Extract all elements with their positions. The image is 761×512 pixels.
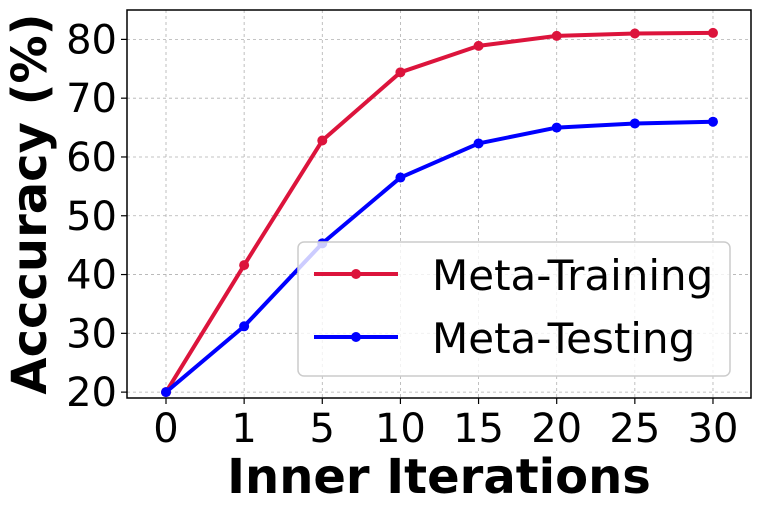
data-point-meta-testing (707, 116, 718, 127)
y-tick-label: 30 (66, 311, 117, 357)
series-line-meta-training (164, 30, 715, 395)
data-point-meta-training (317, 135, 328, 146)
y-tick-label: 80 (66, 17, 117, 63)
data-point-meta-testing (395, 172, 406, 183)
x-tick-label: 1 (231, 406, 256, 452)
legend-label-meta-training: Meta-Training (432, 251, 713, 300)
data-point-meta-testing (551, 122, 562, 133)
y-tick-label: 40 (66, 253, 117, 299)
y-axis-title: Acccuracy (%) (2, 13, 58, 394)
x-axis-title: Inner Iterations (227, 449, 651, 505)
x-tick-label: 10 (375, 406, 426, 452)
data-point-meta-testing (239, 321, 250, 332)
legend-marker-meta-training (351, 269, 361, 279)
data-point-meta-training (395, 67, 406, 78)
legend-box (297, 241, 731, 377)
data-point-meta-training (551, 30, 562, 41)
data-point-meta-testing (161, 387, 171, 398)
data-point-meta-training (239, 260, 250, 271)
x-tick-label: 20 (531, 406, 582, 452)
data-point-meta-training (707, 27, 718, 38)
data-point-meta-training (473, 40, 484, 51)
y-tick-label: 70 (66, 76, 117, 122)
series-line-meta-testing (164, 119, 715, 395)
legend: Meta-Training Meta-Testing (297, 241, 731, 377)
x-axis-ticks: 0 1 5 10 15 20 25 30 (153, 398, 738, 452)
x-tick-label: 25 (609, 406, 660, 452)
legend-label-meta-testing: Meta-Testing (432, 314, 695, 363)
x-tick-label: 15 (453, 406, 504, 452)
series-group (161, 27, 718, 398)
x-tick-label: 0 (153, 406, 178, 452)
legend-marker-meta-testing (351, 332, 361, 342)
data-point-meta-training (629, 28, 640, 39)
plot-area-frame (126, 9, 752, 399)
y-tick-label: 60 (66, 135, 117, 181)
y-tick-label: 20 (66, 370, 117, 416)
y-axis-ticks: 20 30 40 50 60 70 80 (66, 17, 127, 416)
y-tick-label: 50 (66, 194, 117, 240)
data-point-meta-testing (473, 138, 484, 149)
x-tick-label: 30 (688, 406, 739, 452)
data-point-meta-testing (629, 118, 640, 129)
x-tick-label: 5 (310, 406, 335, 452)
